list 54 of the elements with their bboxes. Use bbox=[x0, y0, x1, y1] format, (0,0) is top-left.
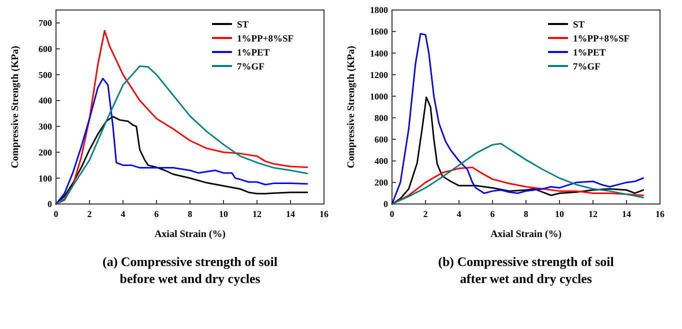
y-tick-label: 1800 bbox=[370, 5, 388, 16]
x-tick-label: 4 bbox=[456, 209, 462, 219]
y-axis-title: Compressive Strength (KPa) bbox=[346, 46, 357, 168]
legend-label: 1%PET bbox=[573, 48, 606, 58]
text: (a) Compressive strength of soil before wet and dry cycles bbox=[102, 254, 278, 286]
x-axis-title: Axial Strain (%) bbox=[154, 229, 226, 240]
legend-label: 7%GF bbox=[237, 62, 265, 72]
y-tick-label: 0 bbox=[384, 199, 388, 210]
legend-label: 1%PET bbox=[237, 48, 270, 58]
x-tick-label: 6 bbox=[154, 209, 160, 219]
legend-label: ST bbox=[237, 20, 250, 30]
y-tick-label: 700 bbox=[38, 18, 52, 28]
x-tick-label: 4 bbox=[120, 209, 126, 219]
y-tick-label: 1600 bbox=[370, 26, 388, 37]
legend-label: 1%PP+8%SF bbox=[237, 34, 294, 44]
y-tick-label: 0 bbox=[48, 199, 52, 210]
y-tick-label: 600 bbox=[38, 44, 52, 54]
y-tick-label: 400 bbox=[374, 156, 388, 166]
line-series bbox=[391, 96, 644, 205]
y-axis-title: Compressive Strength (KPa) bbox=[10, 46, 21, 168]
y-tick-label: 1200 bbox=[370, 70, 388, 80]
x-tick-label: 14 bbox=[286, 209, 296, 219]
x-tick-label: 16 bbox=[656, 209, 665, 219]
legend-label: ST bbox=[573, 20, 586, 30]
x-tick-label: 12 bbox=[252, 209, 262, 219]
y-tick-label: 400 bbox=[38, 96, 52, 106]
x-tick-label: 0 bbox=[390, 209, 395, 219]
x-tick-label: 10 bbox=[219, 209, 228, 219]
x-tick-label: 8 bbox=[524, 209, 529, 219]
line-series bbox=[391, 166, 644, 205]
x-tick-label: 16 bbox=[320, 209, 329, 219]
x-axis-title: Axial Strain (%) bbox=[490, 229, 562, 240]
text: (b) Compressive strength of soil after wet and dry cycles bbox=[438, 254, 614, 286]
x-tick-label: 2 bbox=[423, 209, 428, 219]
x-tick-label: 6 bbox=[490, 209, 496, 219]
legend-label: 7%GF bbox=[573, 62, 601, 72]
line-series bbox=[391, 32, 644, 205]
x-tick-label: 14 bbox=[622, 209, 632, 219]
y-tick-label: 600 bbox=[374, 134, 388, 144]
x-tick-label: 8 bbox=[188, 209, 193, 219]
y-tick-label: 300 bbox=[38, 122, 52, 132]
x-tick-label: 10 bbox=[555, 209, 564, 219]
y-tick-label: 500 bbox=[38, 70, 52, 80]
x-tick-label: 2 bbox=[87, 209, 92, 219]
legend-label: 1%PP+8%SF bbox=[573, 34, 630, 44]
x-tick-label: 0 bbox=[54, 209, 59, 219]
line-series bbox=[391, 142, 644, 205]
x-tick-label: 12 bbox=[588, 209, 598, 219]
y-tick-label: 1400 bbox=[370, 48, 388, 58]
y-tick-label: 200 bbox=[374, 178, 388, 188]
y-tick-label: 100 bbox=[38, 173, 52, 184]
y-tick-label: 200 bbox=[38, 147, 52, 158]
y-tick-label: 800 bbox=[374, 112, 388, 123]
y-tick-label: 1000 bbox=[370, 91, 388, 102]
